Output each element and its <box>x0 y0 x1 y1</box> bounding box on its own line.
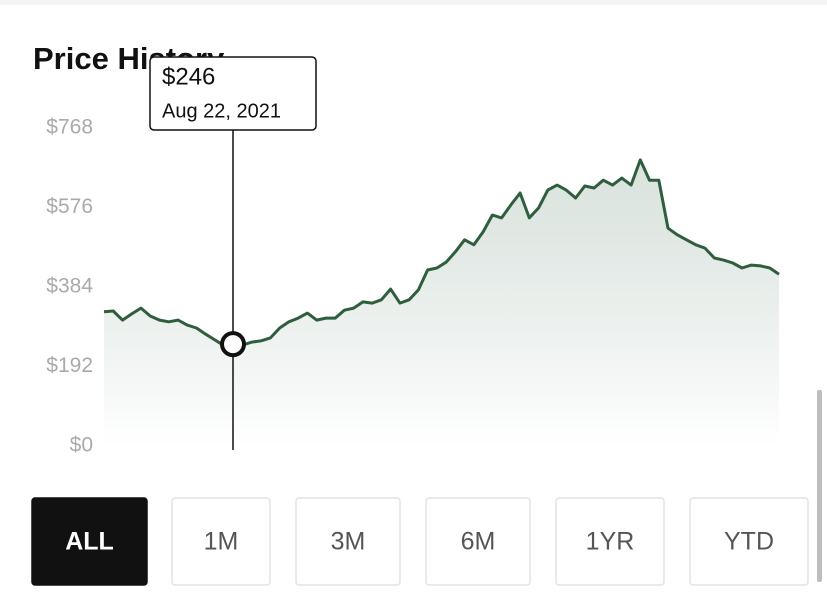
range-button[interactable] <box>555 497 665 586</box>
range-button-label[interactable]: 6M <box>461 528 496 556</box>
area-fill <box>104 159 779 446</box>
plot: $0 $192 $384 $576 $768 <box>46 116 780 457</box>
top-band <box>0 0 827 5</box>
y-tick-label: $384 <box>46 275 93 298</box>
tooltip: $246 Aug 22, 2021 <box>149 56 317 131</box>
range-button-label[interactable]: 3M <box>331 528 366 556</box>
scrollbar <box>817 390 822 582</box>
y-tick-label: $768 <box>46 116 93 139</box>
range-button-label[interactable]: ALL <box>65 528 114 556</box>
range-button-label[interactable]: YTD <box>724 528 774 556</box>
y-tick-label: $0 <box>70 434 93 457</box>
hover-marker <box>220 331 246 358</box>
tooltip-date: Aug 22, 2021 <box>162 100 281 122</box>
range-button[interactable] <box>689 497 809 586</box>
tooltip-value: $246 <box>162 63 215 90</box>
range-button-label[interactable]: 1YR <box>586 528 635 556</box>
y-tick-label: $576 <box>46 195 93 218</box>
range-button-label[interactable]: 1M <box>204 528 239 556</box>
price-line <box>103 158 780 350</box>
range-button[interactable] <box>295 497 401 586</box>
range-button[interactable] <box>425 497 531 586</box>
range-buttons: ALL 1M 3M 6M 1YR YTD <box>31 497 809 586</box>
range-button[interactable] <box>171 497 271 586</box>
tooltip-box <box>149 56 317 131</box>
range-button[interactable] <box>31 497 148 586</box>
y-tick-label: $192 <box>46 354 93 377</box>
